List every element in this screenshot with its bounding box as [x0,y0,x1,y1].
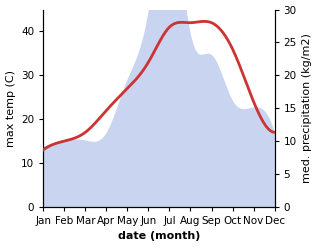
Y-axis label: max temp (C): max temp (C) [5,70,16,147]
Y-axis label: med. precipitation (kg/m2): med. precipitation (kg/m2) [302,33,313,183]
X-axis label: date (month): date (month) [118,231,200,242]
